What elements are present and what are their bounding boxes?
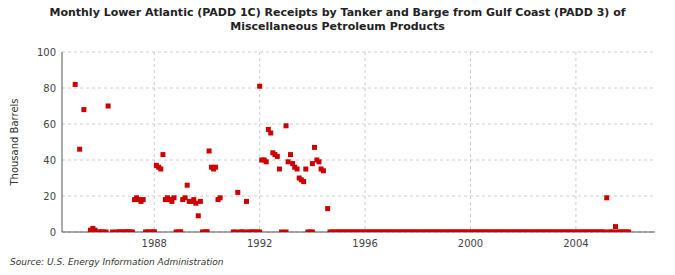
source: Source: U.S. Energy Information Administ…	[10, 257, 224, 267]
point	[152, 230, 157, 233]
point	[130, 230, 135, 233]
point	[196, 213, 201, 218]
point	[316, 159, 321, 164]
x-tick-label: 2000	[458, 238, 483, 249]
y-tick-label: 0	[50, 227, 56, 238]
point	[185, 183, 190, 188]
y-axis-line	[62, 52, 63, 232]
point	[321, 168, 326, 173]
point	[204, 230, 209, 233]
y-grid-line	[62, 88, 655, 89]
point	[198, 199, 203, 204]
point	[279, 230, 284, 233]
point	[604, 195, 609, 200]
title-line: Monthly Lower Atlantic (PADD 1C) Receipt…	[49, 6, 625, 19]
point	[284, 123, 289, 128]
point	[193, 201, 198, 206]
point	[602, 230, 607, 233]
point	[288, 152, 293, 157]
y-tick-label: 40	[43, 155, 56, 166]
point	[275, 154, 280, 159]
point	[152, 230, 157, 233]
point	[257, 230, 262, 233]
x-grid-line	[259, 52, 260, 232]
point	[125, 230, 130, 233]
point	[345, 230, 350, 233]
chart: Monthly Lower Atlantic (PADD 1C) Receipt…	[0, 0, 675, 275]
x-grid-line	[154, 52, 155, 232]
point	[268, 131, 273, 136]
y-tick-label: 80	[43, 83, 56, 94]
point	[277, 167, 282, 172]
x-tick-label: 1988	[142, 238, 167, 249]
point	[77, 147, 82, 152]
x-grid-line	[470, 52, 471, 232]
y-axis-label: Thousand Barrels	[9, 98, 20, 186]
point	[325, 206, 330, 211]
point	[141, 197, 146, 202]
point	[213, 165, 218, 170]
point	[178, 230, 183, 233]
point	[218, 195, 223, 200]
x-tick-label: 1992	[247, 238, 272, 249]
point	[312, 145, 317, 150]
point	[244, 199, 249, 204]
point	[178, 230, 183, 233]
title: Monthly Lower Atlantic (PADD 1C) Receipt…	[49, 6, 625, 33]
x-grid-line	[575, 52, 576, 232]
y-tick-label: 100	[37, 47, 56, 58]
point	[284, 230, 289, 233]
point	[204, 230, 209, 233]
point	[286, 159, 291, 164]
point	[295, 167, 300, 172]
point	[73, 82, 78, 87]
point	[104, 230, 109, 233]
point	[160, 152, 165, 157]
y-grid-line	[62, 160, 655, 161]
x-tick-label: 1996	[352, 238, 377, 249]
point	[235, 190, 240, 195]
grid	[62, 52, 655, 232]
point	[626, 230, 631, 233]
y-grid-line	[62, 124, 655, 125]
y-tick-label: 20	[43, 191, 56, 202]
point	[310, 161, 315, 166]
point	[264, 159, 269, 164]
point	[158, 167, 163, 172]
point	[257, 84, 262, 89]
point	[310, 230, 315, 233]
points	[73, 82, 631, 232]
title-line: Miscellaneous Petroleum Products	[230, 20, 445, 33]
point	[303, 167, 308, 172]
y-grid-line	[62, 196, 655, 197]
x-grid-line	[365, 52, 366, 232]
point	[125, 230, 130, 233]
point	[613, 224, 618, 229]
point	[207, 149, 212, 154]
ticks: 0 20 40 60 80 100 1988 1992 1996 2000 2004	[37, 47, 589, 249]
point	[233, 230, 238, 233]
point	[81, 107, 86, 112]
x-tick-label: 2004	[563, 238, 588, 249]
point	[301, 179, 306, 184]
point	[106, 104, 111, 109]
point	[172, 195, 177, 200]
y-tick-label: 60	[43, 119, 56, 130]
y-grid-line	[62, 52, 655, 53]
